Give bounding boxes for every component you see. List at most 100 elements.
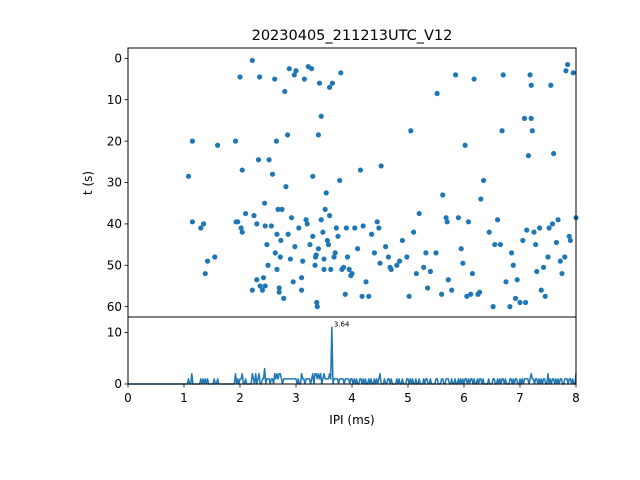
scatter-point [443, 215, 449, 221]
scatter-point [296, 225, 302, 231]
scatter-point [268, 223, 274, 229]
scatter-point [212, 254, 218, 260]
scatter-point [292, 244, 298, 250]
scatter-point [328, 266, 334, 273]
scatter-point [385, 254, 391, 260]
scatter-point [303, 217, 309, 223]
scatter-points-group [185, 57, 579, 310]
scatter-point [503, 279, 509, 285]
scatter-point [313, 252, 319, 258]
scatter-point [332, 250, 338, 256]
scatter-point [255, 157, 262, 163]
scatter-point [531, 229, 537, 235]
scatter-point [371, 250, 377, 256]
scatter-point [237, 74, 243, 80]
scatter-point [257, 74, 263, 80]
scatter-point [204, 258, 211, 264]
scatter-point [465, 219, 472, 225]
scatter-point [262, 283, 268, 289]
x-tick-label: 2 [236, 391, 244, 405]
bottom-x-axis: 0 1 2 3 4 5 6 7 8 [124, 384, 580, 405]
scatter-point [458, 246, 464, 252]
scatter-point [413, 270, 419, 277]
scatter-point [337, 177, 343, 184]
scatter-point [278, 237, 284, 244]
scatter-point [548, 82, 554, 88]
scatter-point [562, 254, 568, 260]
scatter-point [299, 275, 305, 281]
scatter-point [276, 285, 282, 291]
scatter-point [281, 295, 287, 301]
scatter-point [500, 72, 506, 78]
scatter-point [189, 219, 195, 225]
x-tick-label: 5 [404, 391, 412, 405]
scatter-point [495, 217, 501, 223]
scatter-point [265, 262, 271, 268]
scatter-point [333, 225, 339, 231]
scatter-point [325, 241, 332, 248]
scatter-point [557, 258, 563, 264]
scatter-point [259, 287, 265, 293]
scatter-point [553, 239, 560, 246]
scatter-point [355, 246, 361, 252]
scatter-point [349, 270, 355, 277]
scatter-point [331, 254, 337, 260]
scatter-point [288, 215, 295, 221]
scatter-point [481, 177, 487, 184]
scatter-point [304, 221, 310, 227]
scatter-point [293, 68, 299, 74]
scatter-point [215, 142, 221, 148]
scatter-point [341, 264, 347, 270]
scatter-point [239, 167, 245, 173]
scatter-point [433, 250, 439, 256]
scatter-point [312, 262, 318, 268]
scatter-point [377, 260, 383, 266]
scatter-point [559, 270, 565, 277]
scatter-point [279, 206, 285, 212]
scatter-point [551, 150, 557, 157]
scatter-point [201, 221, 207, 227]
scatter-point [274, 231, 280, 237]
scatter-point [307, 241, 313, 248]
scatter-point [323, 190, 329, 196]
scatter-point [455, 215, 461, 221]
y-tick-label: 50 [107, 258, 122, 272]
x-tick-label: 0 [124, 391, 132, 405]
scatter-point [534, 268, 540, 275]
scatter-point [497, 241, 503, 248]
scatter-point [254, 221, 260, 227]
scatter-point [517, 299, 523, 306]
chart-title: 20230405_211213UTC_V12 [252, 28, 453, 44]
scatter-point [264, 241, 270, 248]
scatter-point [471, 76, 477, 82]
scatter-point [185, 173, 192, 179]
scatter-point [359, 293, 365, 299]
scatter-point [542, 293, 548, 299]
scatter-point [254, 277, 260, 283]
scatter-point [262, 223, 268, 229]
scatter-point [520, 237, 526, 244]
scatter-point [528, 115, 534, 121]
bottom-x-axis-label: IPI (ms) [329, 413, 374, 427]
x-tick-label: 1 [180, 391, 188, 405]
scatter-point [309, 66, 315, 72]
scatter-point [449, 287, 455, 293]
scatter-point [423, 250, 429, 256]
scatter-point [315, 132, 321, 138]
scatter-point [545, 254, 551, 260]
scatter-point [408, 128, 414, 134]
scatter-point [243, 210, 249, 217]
y-tick-label: 20 [107, 134, 122, 148]
scatter-point [357, 167, 363, 173]
scatter-point [521, 115, 528, 121]
x-tick-label: 7 [516, 391, 524, 405]
scatter-point [468, 291, 474, 297]
x-tick-label: 8 [572, 391, 580, 405]
scatter-point [310, 233, 316, 239]
scatter-point [338, 70, 344, 76]
scatter-point [509, 250, 515, 256]
scatter-point [285, 132, 291, 138]
scatter-point [283, 184, 289, 190]
y-tick-label: 10 [107, 93, 122, 107]
scatter-point [444, 219, 450, 225]
